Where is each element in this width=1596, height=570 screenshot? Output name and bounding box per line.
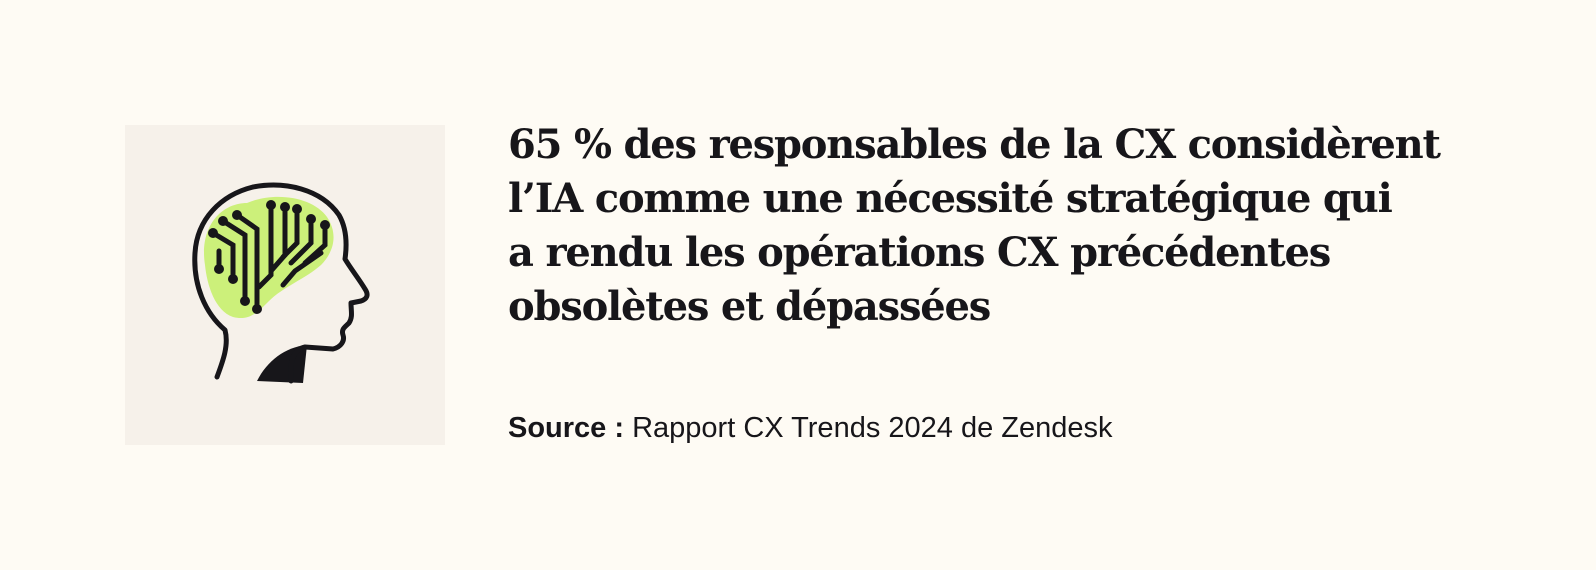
- source-text: Rapport CX Trends 2024 de Zendesk: [632, 412, 1113, 444]
- headline-line: 65 % des responsables de la CX considère…: [508, 121, 1441, 168]
- head-outline: [192, 182, 370, 384]
- headline: 65 % des responsables de la CX considère…: [508, 118, 1508, 334]
- headline-line: l’IA comme une nécessité stratégique qui: [508, 175, 1393, 222]
- source-citation: Source : Rapport CX Trends 2024 de Zende…: [508, 412, 1113, 445]
- illustration-card: [125, 125, 445, 445]
- headline-line: a rendu les opérations CX précédentes: [508, 229, 1331, 276]
- source-label: Source :: [508, 412, 625, 444]
- circuit-traces: [210, 204, 328, 308]
- stat-block: 65 % des responsables de la CX considère…: [508, 118, 1508, 334]
- ai-brain-head-icon: [192, 182, 370, 384]
- circuit-nodes: [208, 200, 330, 314]
- headline-line: obsolètes et dépassées: [508, 283, 991, 330]
